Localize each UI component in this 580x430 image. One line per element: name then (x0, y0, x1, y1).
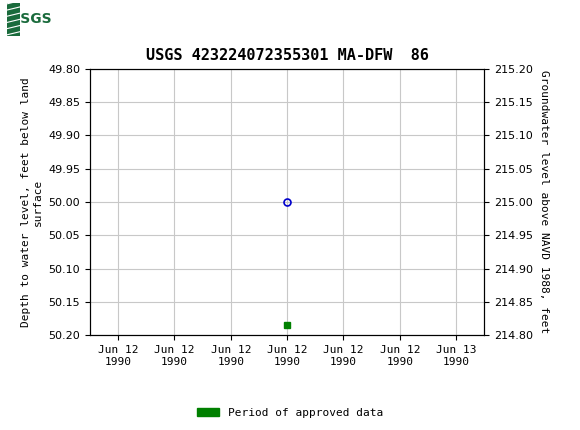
Title: USGS 423224072355301 MA-DFW  86: USGS 423224072355301 MA-DFW 86 (146, 49, 429, 64)
Legend: Period of approved data: Period of approved data (193, 403, 387, 422)
Text: USGS: USGS (9, 12, 52, 26)
Y-axis label: Groundwater level above NAVD 1988, feet: Groundwater level above NAVD 1988, feet (539, 71, 549, 334)
Bar (7, 3, 20, 36)
Y-axis label: Depth to water level, feet below land
surface: Depth to water level, feet below land su… (21, 77, 42, 327)
Bar (7, 3, 59, 36)
